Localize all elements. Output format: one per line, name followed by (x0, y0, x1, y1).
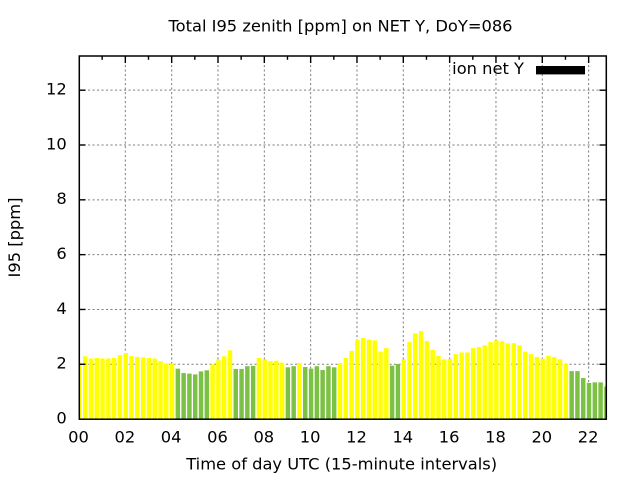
svg-text:6: 6 (56, 244, 66, 263)
svg-text:ion net Y: ion net Y (452, 59, 524, 78)
svg-text:10: 10 (46, 134, 67, 153)
svg-text:2: 2 (56, 354, 66, 373)
svg-text:08: 08 (253, 428, 274, 447)
svg-text:8: 8 (56, 189, 66, 208)
svg-text:12: 12 (346, 428, 367, 447)
svg-text:22: 22 (578, 428, 599, 447)
svg-text:4: 4 (56, 299, 66, 318)
svg-text:20: 20 (531, 428, 552, 447)
svg-text:Total I95 zenith [ppm] on NET: Total I95 zenith [ppm] on NET Y, DoY=086 (167, 17, 512, 36)
svg-text:02: 02 (114, 428, 135, 447)
svg-text:16: 16 (439, 428, 460, 447)
svg-text:18: 18 (485, 428, 506, 447)
svg-text:12: 12 (46, 80, 67, 99)
svg-text:14: 14 (392, 428, 413, 447)
svg-text:00: 00 (68, 428, 89, 447)
svg-text:04: 04 (161, 428, 182, 447)
svg-text:06: 06 (207, 428, 228, 447)
svg-text:Time of day UTC (15-minute int: Time of day UTC (15-minute intervals) (185, 454, 497, 473)
svg-text:I95 [ppm]: I95 [ppm] (5, 198, 24, 278)
svg-text:0: 0 (56, 409, 66, 428)
svg-text:10: 10 (300, 428, 321, 447)
